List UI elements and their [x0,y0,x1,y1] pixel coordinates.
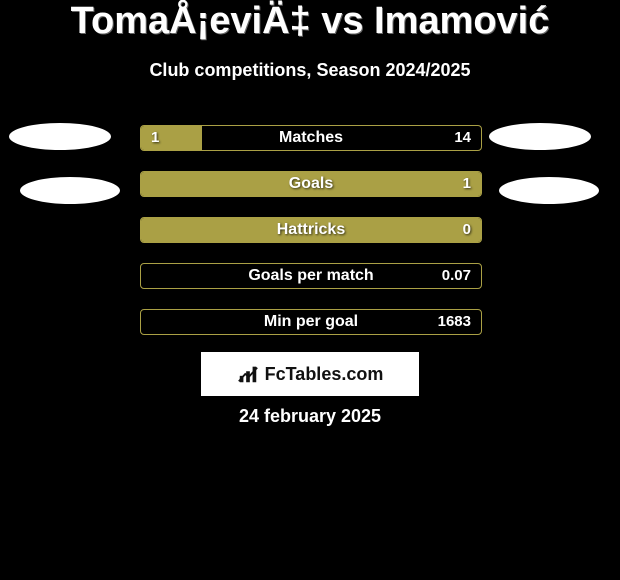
as-of-date: 24 february 2025 [0,406,620,427]
stats-comparison-card: TomaÅ¡eviÄ‡ vs Imamović Club competition… [0,0,620,580]
stat-label: Goals per match [141,264,481,288]
stat-value-right: 1683 [438,310,471,334]
stat-value-right: 0.07 [442,264,471,288]
stat-row-min-per-goal: Min per goal 1683 [140,309,482,335]
player-badge-left-2 [20,177,120,204]
stat-row-hattricks: Hattricks 0 [140,217,482,243]
player-badge-right-1 [489,123,591,150]
stat-label: Min per goal [141,310,481,334]
player-badge-right-2 [499,177,599,204]
page-title: TomaÅ¡eviÄ‡ vs Imamović [0,0,620,43]
stat-row-fill-left [141,172,481,196]
stat-value-right: 1 [463,172,471,196]
stat-value-left: 1 [151,126,159,150]
bar-chart-icon [237,363,259,385]
subtitle: Club competitions, Season 2024/2025 [0,60,620,81]
stat-row-goals: Goals 1 [140,171,482,197]
stat-row-goals-per-match: Goals per match 0.07 [140,263,482,289]
player-badge-left-1 [9,123,111,150]
stat-row-fill-left [141,218,481,242]
stat-value-right: 0 [463,218,471,242]
stat-row-matches: 1 Matches 14 [140,125,482,151]
stat-value-right: 14 [454,126,471,150]
brand-badge[interactable]: FcTables.com [201,352,419,396]
brand-text: FcTables.com [265,364,384,385]
